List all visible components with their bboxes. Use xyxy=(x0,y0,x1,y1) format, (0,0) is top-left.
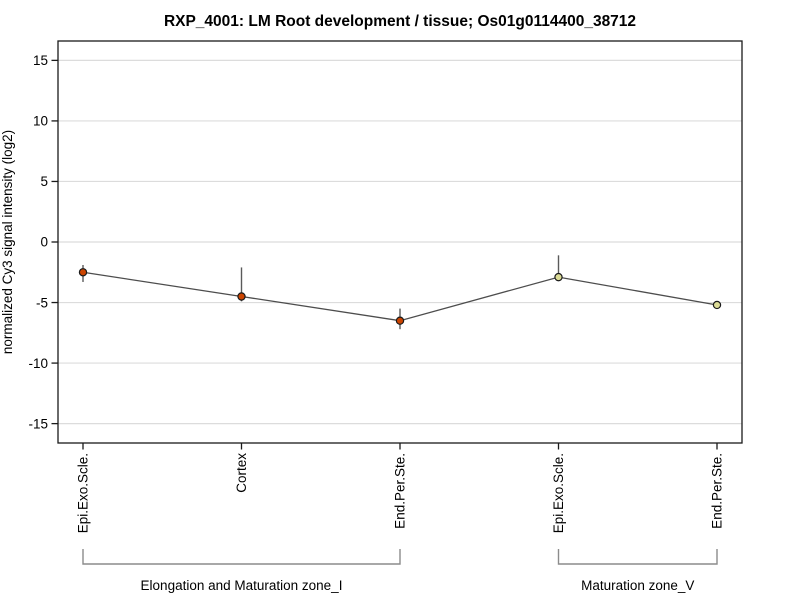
y-axis-label: normalized Cy3 signal intensity (log2) xyxy=(0,130,15,354)
group-label: Maturation zone_V xyxy=(581,578,694,593)
group-bracket xyxy=(557,549,718,565)
data-point-marker xyxy=(554,272,563,282)
x-tick-label: Epi.Exo.Scle. xyxy=(551,453,566,533)
y-tick-label: 15 xyxy=(33,53,48,68)
y-tick-label: -10 xyxy=(28,356,48,371)
x-tick-label: End.Per.Ste. xyxy=(393,453,408,529)
chart-title: RXP_4001: LM Root development / tissue; … xyxy=(164,13,636,30)
y-tick-label: -5 xyxy=(36,295,48,310)
data-point-marker xyxy=(712,300,722,310)
y-tick-label: -15 xyxy=(28,416,48,431)
y-tick-label: 5 xyxy=(40,174,48,189)
data-point-marker xyxy=(78,268,88,277)
plot-area: 15 10 5 0 -5 -10 -15 Epi.Exo.Scle. Cortex End.Per… xyxy=(28,40,743,593)
data-point-marker xyxy=(395,316,405,325)
group-bracket xyxy=(82,549,401,565)
y-tick-label: 10 xyxy=(33,114,48,129)
data-point-marker xyxy=(237,292,246,301)
x-tick-label: Cortex xyxy=(234,453,249,493)
x-tick-label: End.Per.Ste. xyxy=(710,453,725,529)
x-tick-label: Epi.Exo.Scle. xyxy=(76,453,91,533)
y-tick-label: 0 xyxy=(40,235,48,250)
group-label: Elongation and Maturation zone_I xyxy=(141,578,343,593)
